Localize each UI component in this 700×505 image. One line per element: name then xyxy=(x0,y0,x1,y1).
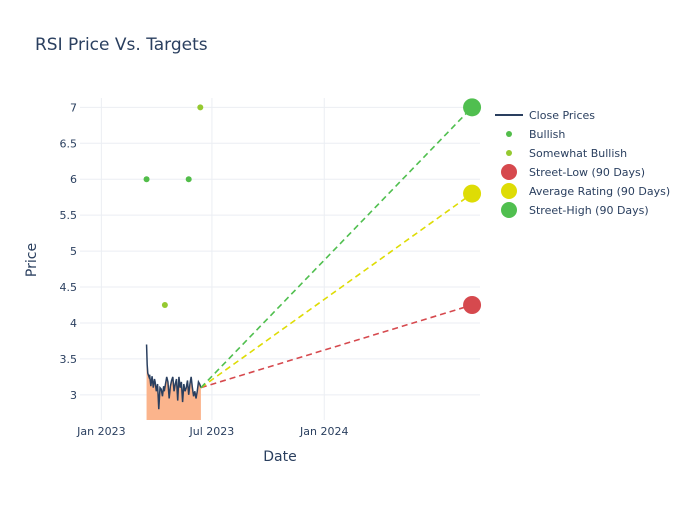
rating-point xyxy=(197,104,204,111)
legend-label: Street-High (90 Days) xyxy=(529,204,649,217)
y-tick-label: 7 xyxy=(70,101,77,114)
tick-labels-layer: 3 3.5 4 4.5 5 5.5 6 6.5 7 Jan 2023 Jul 2023 Jan 202… xyxy=(60,101,349,438)
target-lines-layer xyxy=(200,98,482,389)
y-tick-label: 4.5 xyxy=(60,281,78,294)
rating-point xyxy=(185,176,192,183)
legend-label: Somewhat Bullish xyxy=(529,147,627,160)
legend-label: Average Rating (90 Days) xyxy=(529,185,670,198)
x-tick-label: Jan 2024 xyxy=(299,425,348,438)
target-marker xyxy=(463,296,482,314)
y-tick-label: 3.5 xyxy=(60,353,78,366)
target-marker xyxy=(463,98,482,117)
chart-title: RSI Price Vs. Targets xyxy=(35,35,208,55)
legend-label: Bullish xyxy=(529,128,565,141)
x-tick-label: Jul 2023 xyxy=(189,425,235,438)
rating-point xyxy=(161,302,168,308)
y-tick-label: 3 xyxy=(70,389,77,402)
grid-layer xyxy=(80,98,480,420)
rating-point xyxy=(143,176,150,183)
y-tick-label: 4 xyxy=(70,317,77,330)
y-tick-label: 6 xyxy=(70,173,77,186)
legend[interactable]: Close Prices Bullish Somewhat Bullish Stree… xyxy=(495,109,670,218)
target-line xyxy=(200,304,473,389)
x-tick-label: Jan 2023 xyxy=(76,425,125,438)
legend-label: Close Prices xyxy=(529,109,595,122)
x-axis-title: Date xyxy=(263,449,296,465)
close-line-layer xyxy=(145,344,202,410)
legend-dot-swatch xyxy=(501,202,517,218)
close-fill-layer xyxy=(146,344,201,420)
target-marker xyxy=(463,184,482,203)
legend-dot-swatch xyxy=(506,150,512,156)
legend-dot-swatch xyxy=(506,131,512,137)
legend-label: Street-Low (90 Days) xyxy=(529,166,645,179)
close-price-area xyxy=(146,344,201,420)
y-tick-label: 5.5 xyxy=(60,209,78,222)
y-axis-title: Price xyxy=(24,243,40,277)
legend-dot-swatch xyxy=(501,164,517,180)
target-line xyxy=(200,106,473,389)
rating-points-layer xyxy=(143,104,204,308)
y-tick-label: 5 xyxy=(70,245,77,258)
y-tick-label: 6.5 xyxy=(60,137,78,150)
legend-dot-swatch xyxy=(501,183,517,199)
close-price-line xyxy=(145,344,202,410)
target-line xyxy=(200,192,473,389)
